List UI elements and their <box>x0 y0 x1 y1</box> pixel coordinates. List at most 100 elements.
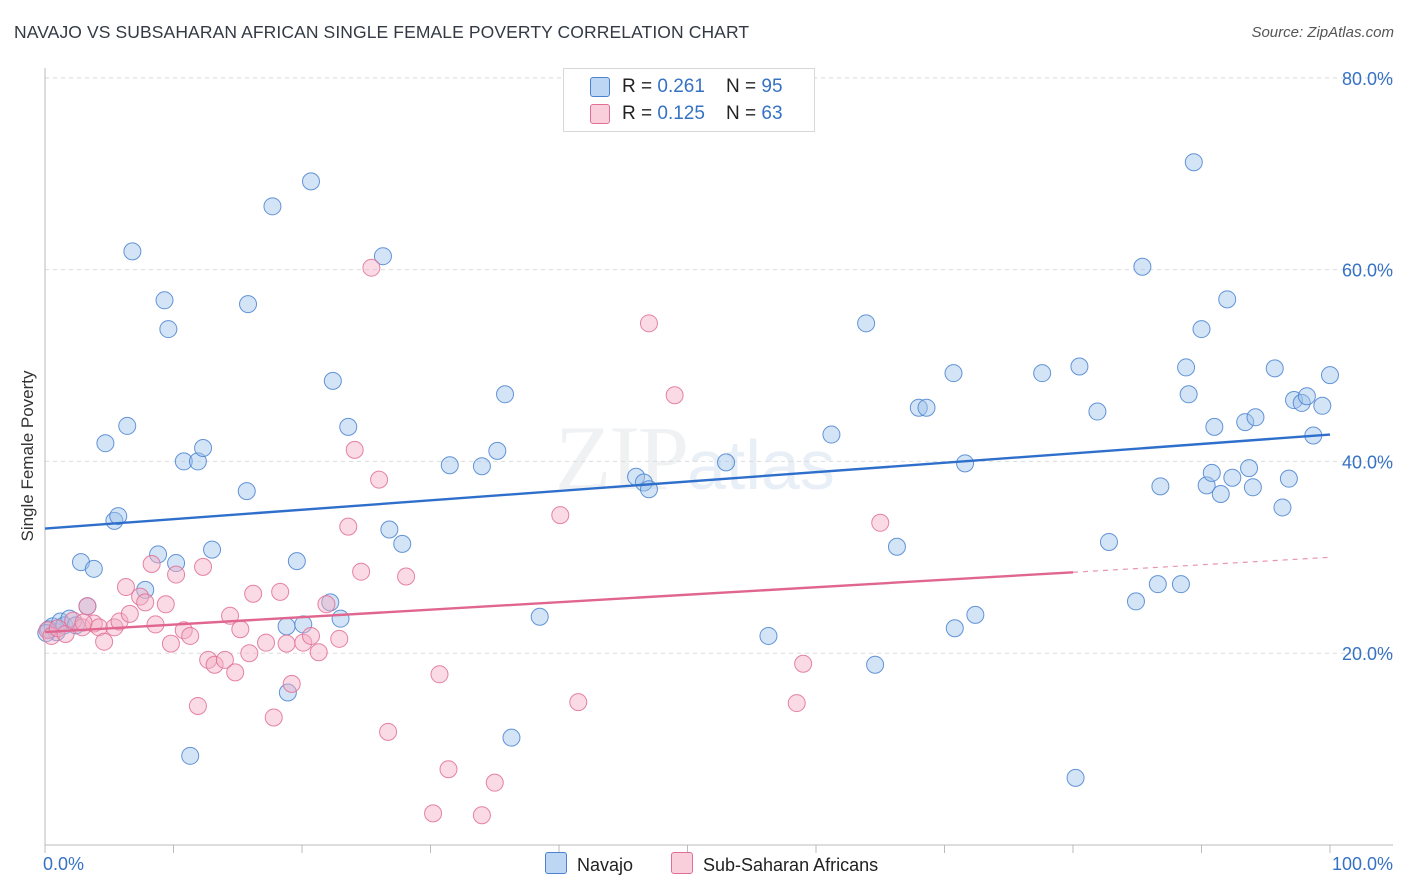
navajo-point <box>301 172 320 191</box>
navajo-point <box>1171 575 1190 594</box>
subsaharan-point <box>345 440 364 459</box>
subsaharan-point <box>424 804 443 823</box>
subsaharan-point <box>131 587 150 606</box>
watermark-zip: ZIP <box>555 407 689 509</box>
subsaharan-point <box>95 632 114 651</box>
trend-line-extension <box>1072 556 1331 573</box>
navajo-point <box>239 295 258 314</box>
subsaharan-point <box>665 386 684 405</box>
navajo-point <box>1033 364 1052 383</box>
legend-item-navajo[interactable]: Navajo <box>545 852 633 876</box>
navajo-point <box>1133 257 1152 276</box>
trend-line <box>44 433 1331 530</box>
tick-labels: 20.0% 40.0% 60.0% 80.0% 0.0% 100.0% <box>43 69 1393 874</box>
subsaharan-point <box>257 633 276 652</box>
navajo-point <box>1265 359 1284 378</box>
x-tick-label: 100.0% <box>1332 854 1393 874</box>
navajo-point <box>502 728 521 747</box>
subsaharan-point <box>397 567 416 586</box>
navajo-point <box>1066 768 1085 787</box>
navajo-point <box>84 559 103 578</box>
navajo-point <box>1205 417 1224 436</box>
navajo-point <box>1184 153 1203 172</box>
navajo-point <box>472 457 491 476</box>
source-label: Source: ZipAtlas.com <box>1251 24 1394 41</box>
navajo-point <box>373 247 392 266</box>
chart-title: NAVAJO VS SUBSAHARAN AFRICAN SINGLE FEMA… <box>14 22 750 42</box>
navajo-point <box>263 197 282 216</box>
navajo-point <box>1297 387 1316 406</box>
legend-r-value: 0.261 <box>657 76 705 97</box>
legend-n-label: N = <box>726 103 762 124</box>
navajo-point <box>1218 290 1237 309</box>
y-tick-label: 20.0% <box>1342 644 1393 664</box>
y-tick-label: 60.0% <box>1342 261 1393 281</box>
legend-item-subsaharan[interactable]: Sub-Saharan Africans <box>671 852 878 876</box>
legend-swatch-navajo <box>545 852 567 874</box>
navajo-point <box>1321 366 1339 385</box>
navajo-point <box>440 456 459 475</box>
navajo-point <box>155 291 174 310</box>
subsaharan-point <box>430 665 449 684</box>
subsaharan-point <box>339 517 358 536</box>
navajo-point <box>1192 320 1211 339</box>
navajo-point <box>287 552 306 571</box>
subsaharan-point <box>161 634 180 653</box>
axes <box>44 68 1393 853</box>
navajo-point <box>909 398 928 417</box>
navajo-point <box>331 609 350 628</box>
subsaharan-point <box>439 760 458 779</box>
legend-n-value: 63 <box>761 103 783 124</box>
subsaharan-point <box>110 612 129 631</box>
y-tick-label: 40.0% <box>1342 452 1393 472</box>
navajo-point <box>857 314 876 333</box>
subsaharan-point <box>294 633 313 652</box>
navajo-point <box>1211 485 1230 504</box>
navajo-point <box>496 385 515 404</box>
subsaharan-point <box>271 582 290 601</box>
subsaharan-point <box>871 513 890 532</box>
navajo-point <box>188 452 207 471</box>
subsaharan-point <box>794 654 813 673</box>
subsaharan-point <box>226 663 245 682</box>
navajo-point <box>339 417 358 436</box>
navajo-point <box>109 507 128 526</box>
navajo-point <box>1179 385 1198 404</box>
subsaharan-point <box>188 696 207 715</box>
subsaharan-point <box>156 595 175 614</box>
subsaharan-point <box>215 650 234 669</box>
legend-swatch-subsaharan <box>671 852 693 874</box>
subsaharan-point <box>277 634 296 653</box>
subsaharan-point <box>244 584 263 603</box>
subsaharan-point <box>282 674 301 693</box>
watermark: ZIPatlas <box>555 405 835 511</box>
navajo-point <box>956 454 975 473</box>
navajo-point <box>203 540 222 559</box>
legend-n-label: N = <box>726 76 762 97</box>
legend-label-navajo: Navajo <box>577 855 634 875</box>
navajo-point <box>1099 532 1118 551</box>
navajo-point <box>1243 478 1262 497</box>
subsaharan-point <box>136 593 155 612</box>
legend-r-label: R = <box>622 76 658 97</box>
navajo-point <box>118 416 137 435</box>
navajo-point <box>1273 498 1292 517</box>
navajo-point <box>1126 592 1145 611</box>
navajo-point <box>1240 459 1259 478</box>
navajo-point <box>181 746 200 765</box>
navajo-point <box>945 619 964 638</box>
navajo-point <box>278 683 297 702</box>
subsaharan-point <box>639 314 658 333</box>
subsaharan-point <box>569 693 588 712</box>
subsaharan-point <box>485 773 504 792</box>
navajo-point <box>237 482 256 501</box>
legend-swatch-navajo <box>590 77 610 97</box>
subsaharan-points <box>38 258 890 825</box>
subsaharan-point <box>240 644 259 663</box>
trend-line <box>44 571 1074 634</box>
navajo-point <box>917 398 936 417</box>
legend-n-value: 95 <box>761 76 783 97</box>
navajo-point <box>1088 402 1107 421</box>
navajo-point <box>759 626 778 645</box>
